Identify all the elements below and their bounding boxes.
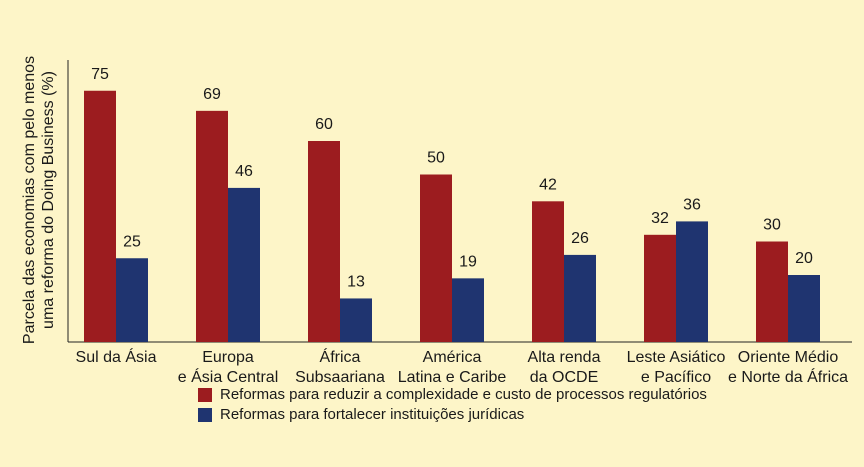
value-label: 13	[347, 274, 365, 291]
legend-text: Reformas para reduzir a complexidade e c…	[220, 386, 707, 403]
bar	[452, 278, 484, 342]
value-label: 75	[91, 66, 109, 83]
x-tick-label: da OCDE	[530, 369, 598, 386]
bar	[420, 174, 452, 342]
bar	[228, 187, 260, 342]
x-tick-label: América	[423, 349, 482, 366]
bar	[308, 141, 340, 342]
y-axis-title: Parcela das economias com pelo menos uma…	[21, 56, 57, 344]
bar	[340, 298, 372, 342]
x-tick-label: África	[320, 347, 361, 366]
x-tick-label: Europa	[202, 349, 254, 366]
value-label: 50	[427, 150, 445, 167]
bar	[756, 241, 788, 342]
x-tick-label: e Norte da África	[728, 367, 848, 386]
value-label: 69	[203, 86, 221, 103]
bar	[644, 234, 676, 342]
bar	[84, 90, 116, 342]
bar	[788, 275, 820, 342]
y-axis-title-line: uma reforma do Doing Business (%)	[40, 71, 57, 329]
value-label: 25	[123, 233, 141, 250]
value-label: 20	[795, 250, 813, 267]
bar	[532, 201, 564, 342]
value-label: 60	[315, 116, 333, 133]
legend-swatch	[198, 388, 212, 402]
bar	[116, 258, 148, 342]
legend-swatch	[198, 408, 212, 422]
bar	[564, 254, 596, 342]
x-tick-label: Sul da Ásia	[76, 347, 157, 366]
x-tick-label: Alta renda	[528, 349, 601, 366]
x-tick-label: e Ásia Central	[178, 367, 279, 386]
x-tick-label: Leste Asiático	[627, 349, 726, 366]
value-label: 26	[571, 230, 589, 247]
x-tick-label: Oriente Médio	[738, 349, 839, 366]
value-label: 19	[459, 254, 477, 271]
bar	[196, 110, 228, 342]
value-label: 30	[763, 217, 781, 234]
legend-text: Reformas para fortalecer instituições ju…	[220, 406, 524, 423]
x-tick-label: Subsaariana	[295, 369, 385, 386]
value-label: 42	[539, 177, 557, 194]
x-tick-label: Latina e Caribe	[398, 369, 507, 386]
bar	[676, 221, 708, 342]
value-label: 36	[683, 197, 701, 214]
value-label: 32	[651, 210, 669, 227]
y-axis-title-line: Parcela das economias com pelo menos	[21, 56, 38, 344]
x-tick-label: e Pacífico	[641, 369, 711, 386]
value-label: 46	[235, 163, 253, 180]
